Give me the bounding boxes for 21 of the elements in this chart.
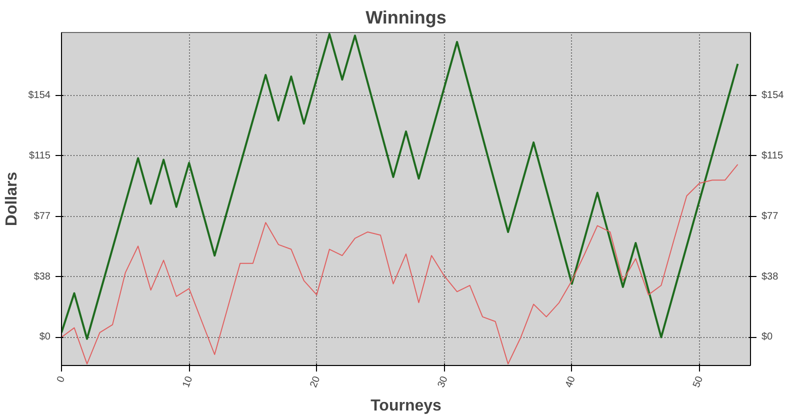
y-axis-title: Dollars (3, 172, 20, 226)
y-tick-label: $38 (34, 271, 51, 282)
y2-tick-label: $38 (762, 271, 779, 282)
y2-tick-label: $154 (762, 90, 784, 101)
x-tick-label: 20 (308, 374, 323, 390)
x-axis-title: Tourneys (370, 397, 442, 414)
y2-tick-label: $0 (762, 332, 774, 343)
x-tick-label: 40 (564, 374, 578, 390)
y-tick-label: $154 (28, 90, 51, 101)
y-tick-label: $77 (34, 210, 51, 222)
chart-title: Winnings (366, 8, 446, 28)
y-tick-label: $0 (39, 332, 51, 343)
line-series (62, 33, 739, 340)
y2-tick-label: $77 (762, 210, 779, 222)
x-tick-label: 30 (436, 374, 450, 390)
line-series (62, 164, 738, 364)
x-tick-label: 10 (180, 374, 196, 390)
y2-tick-label: $115 (762, 150, 784, 162)
x-tick-label: 50 (691, 374, 706, 390)
y-tick-label: $115 (28, 150, 51, 162)
x-tick-label: 0 (55, 374, 68, 384)
